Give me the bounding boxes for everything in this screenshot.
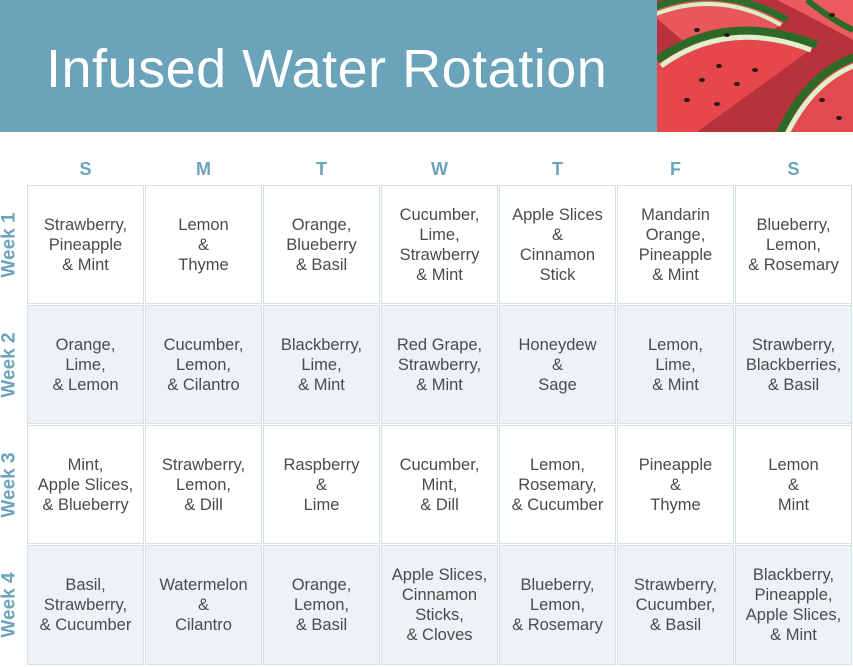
calendar-cell: Cucumber, Mint, & Dill — [381, 425, 498, 544]
calendar-cell: Strawberry, Lemon, & Dill — [145, 425, 262, 544]
week-label-4: Week 4 — [0, 572, 21, 638]
day-header-wednesday: W — [431, 159, 448, 179]
calendar-cell: Orange, Blueberry & Basil — [263, 185, 380, 304]
calendar-cell: Lemon & Mint — [735, 425, 852, 544]
calendar-cell: Orange, Lime, & Lemon — [27, 305, 144, 424]
day-header-monday: M — [196, 159, 211, 179]
calendar-cell: Apple Slices & Cinnamon Stick — [499, 185, 616, 304]
calendar-cell: Basil, Strawberry, & Cucumber — [27, 545, 144, 665]
calendar-cell: Lemon, Rosemary, & Cucumber — [499, 425, 616, 544]
page-title: Infused Water Rotation — [46, 39, 608, 99]
calendar-cell: Lemon & Thyme — [145, 185, 262, 304]
calendar-cell: Blueberry, Lemon, & Rosemary — [735, 185, 852, 304]
calendar-cell: Cucumber, Lime, Strawberry & Mint — [381, 185, 498, 304]
day-header-sunday: S — [79, 159, 92, 179]
day-header-tuesday: T — [316, 159, 327, 179]
week-label-3: Week 3 — [0, 452, 21, 518]
watermelon-image — [657, 0, 853, 132]
calendar-cell: Watermelon & Cilantro — [145, 545, 262, 665]
calendar-cell: Strawberry, Pineapple & Mint — [27, 185, 144, 304]
day-header-thursday: T — [552, 159, 563, 179]
rotation-grid: Strawberry, Pineapple & Mint Lemon & Thy… — [27, 185, 853, 667]
calendar-cell: Apple Slices, Cinnamon Sticks, & Cloves — [381, 545, 498, 665]
calendar-cell: Lemon, Lime, & Mint — [617, 305, 734, 424]
calendar-cell: Mint, Apple Slices, & Blueberry — [27, 425, 144, 544]
calendar-cell: Cucumber, Lemon, & Cilantro — [145, 305, 262, 424]
day-header-friday: F — [670, 159, 681, 179]
calendar-cell: Red Grape, Strawberry, & Mint — [381, 305, 498, 424]
week-label-1: Week 1 — [0, 212, 21, 278]
calendar-cell: Blueberry, Lemon, & Rosemary — [499, 545, 616, 665]
calendar-cell: Strawberry, Cucumber, & Basil — [617, 545, 734, 665]
calendar-cell: Blackberry, Lime, & Mint — [263, 305, 380, 424]
calendar-cell: Strawberry, Blackberries, & Basil — [735, 305, 852, 424]
week-label-2: Week 2 — [0, 332, 21, 398]
calendar-cell: Mandarin Orange, Pineapple & Mint — [617, 185, 734, 304]
calendar-cell: Blackberry, Pineapple, Apple Slices, & M… — [735, 545, 852, 665]
calendar-cell: Pineapple & Thyme — [617, 425, 734, 544]
day-header-saturday: S — [787, 159, 800, 179]
calendar-cell: Honeydew & Sage — [499, 305, 616, 424]
calendar-cell: Raspberry & Lime — [263, 425, 380, 544]
header-banner: Infused Water Rotation — [0, 0, 853, 132]
calendar-cell: Orange, Lemon, & Basil — [263, 545, 380, 665]
